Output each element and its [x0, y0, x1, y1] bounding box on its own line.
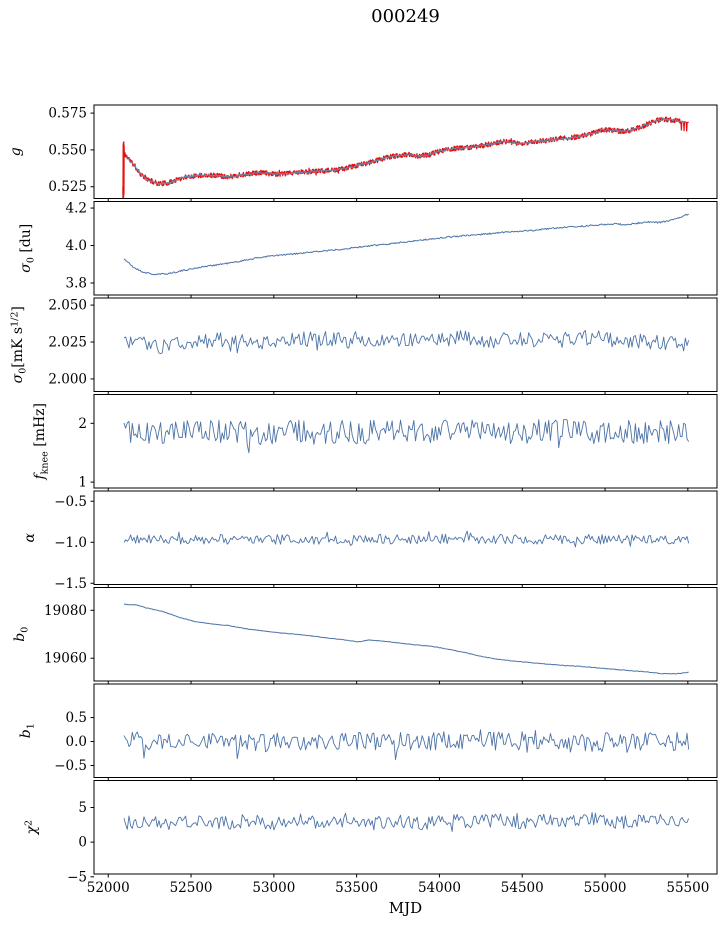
series-chi2 [123, 812, 690, 833]
subplot-gain [122, 116, 689, 199]
x-tick-label: 54500 [501, 880, 544, 896]
y-tick-label: 2.025 [48, 335, 87, 351]
y-tick-label: 0.525 [48, 179, 87, 195]
series-sigma0-mks [123, 329, 690, 355]
x-tick-label: 53500 [335, 880, 378, 896]
x-tick-label: 54000 [418, 880, 461, 896]
y-tick-label: 0.550 [48, 142, 87, 158]
subplot-sigma0-du [123, 213, 690, 276]
y-tick-label: 19080 [44, 603, 87, 619]
axes-frame-gain [93, 104, 718, 199]
x-tick-label: 52000 [87, 880, 130, 896]
subplot-b1 [123, 729, 690, 761]
x-axis-label: MJD [388, 899, 423, 917]
subplot-alpha [123, 530, 690, 548]
y-tick-label: 0.5 [66, 710, 87, 726]
y-axis-label-alpha: α [22, 532, 38, 542]
axes-frame-fknee [93, 394, 718, 489]
y-tick-label: 2.000 [48, 371, 87, 387]
x-tick-label: 52500 [170, 880, 213, 896]
axes-frame-b1 [93, 683, 718, 778]
subplot-b0 [123, 603, 689, 675]
axes-frame-sigma0-mks [93, 297, 718, 392]
y-tick-label: 5 [78, 800, 87, 816]
axes-frame-chi2 [93, 780, 718, 875]
y-tick-label: 2.050 [48, 298, 87, 314]
subplot-chi2 [123, 812, 690, 833]
series-fknee [123, 419, 690, 454]
figure-title: 000249 [371, 6, 440, 27]
y-tick-label: 0.575 [48, 106, 87, 122]
series-sigma0-du [123, 213, 690, 276]
series-g-raw [122, 116, 689, 199]
y-tick-label: −0.5 [54, 758, 87, 774]
y-tick-label: 3.8 [66, 276, 87, 292]
y-axis-label-b1: b1 [18, 723, 37, 738]
y-tick-label: −1.5 [54, 576, 87, 592]
y-tick-label: 0.0 [66, 734, 87, 750]
y-tick-label: 2 [78, 416, 87, 432]
y-axis-label-gain: g [8, 147, 24, 156]
series-b0 [123, 603, 689, 675]
y-axis-label-chi2: χ2 [24, 820, 41, 836]
axes-frame-sigma0-du [93, 201, 718, 296]
y-axis-label-sigma0-mks: σ0[mK s1/2] [10, 306, 29, 383]
y-tick-label: 19060 [44, 651, 87, 667]
series-g-smooth [125, 117, 686, 185]
series-b1 [123, 729, 690, 761]
series-alpha [123, 530, 690, 548]
subplot-fknee [123, 419, 690, 454]
y-axis-label-fknee: fknee [mHz] [32, 403, 51, 481]
y-tick-label: 0 [78, 835, 87, 851]
subplot-sigma0-mks [123, 329, 690, 355]
y-tick-label: −0.5 [54, 494, 87, 510]
x-tick-label: 53000 [252, 880, 295, 896]
y-tick-label: 1 [78, 475, 87, 491]
y-axis-label-b0: b0 [12, 627, 31, 642]
y-tick-label: 4.0 [66, 238, 87, 254]
x-tick-label: 55500 [666, 880, 709, 896]
axes-frame-b0 [93, 587, 718, 682]
y-tick-label: 4.2 [66, 201, 87, 217]
y-axis-label-sigma0-du: σ0 [du] [18, 224, 37, 273]
y-tick-label: −1.0 [54, 535, 87, 551]
y-tick-label: −5 [67, 869, 87, 885]
x-tick-label: 55000 [584, 880, 627, 896]
axes-frame-alpha [93, 490, 718, 585]
